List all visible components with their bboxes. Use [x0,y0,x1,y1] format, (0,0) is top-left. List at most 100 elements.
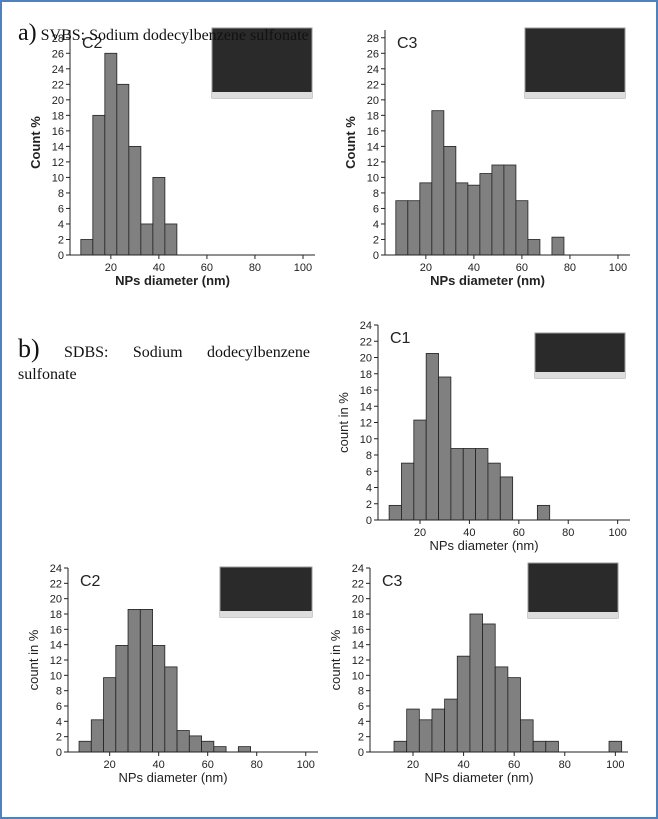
x-tick-label: 40 [153,759,165,771]
y-tick-label: 4 [373,219,379,231]
bar [479,173,493,256]
inset-scalebar [220,611,312,617]
bar [237,746,251,753]
y-tick-label: 8 [373,188,379,200]
inset-scalebar [528,612,618,618]
bar [388,504,402,521]
y-tick-label: 14 [50,640,62,652]
x-tick-label: 20 [104,759,116,771]
y-tick-label: 18 [360,369,372,381]
x-axis-title: NPs diameter (nm) [424,770,533,785]
y-tick-label: 16 [367,126,379,138]
y-tick-label: 0 [58,250,64,262]
bar [164,666,178,753]
y-tick-label: 22 [360,336,372,348]
y-tick-label: 12 [367,157,379,169]
y-tick-label: 4 [358,716,364,728]
bar [395,200,409,256]
y-tick-label: 24 [52,64,64,76]
y-tick-label: 24 [352,563,364,575]
bar [536,504,551,521]
bar [503,164,517,256]
inset-scalebar [525,92,625,98]
bar [456,655,471,753]
bar [78,740,92,753]
bar [176,730,190,753]
y-tick-label: 22 [52,79,64,91]
x-tick-label: 20 [420,262,432,274]
inset-scalebar [535,372,625,378]
bar [431,110,445,256]
bar [80,239,94,256]
x-tick-label: 100 [609,262,627,274]
bar [90,719,104,753]
x-axis-title: NPs diameter (nm) [430,273,545,288]
x-tick-label: 60 [513,527,525,539]
bar [127,609,141,753]
y-tick-label: 18 [50,609,62,621]
panel-label: C3 [382,573,403,590]
bar [425,353,439,521]
y-tick-label: 16 [52,126,64,138]
y-tick-label: 2 [373,234,379,246]
y-tick-label: 8 [358,686,364,698]
x-tick-label: 60 [508,759,520,771]
bar [469,613,483,753]
bar [104,52,118,256]
bar [128,145,142,256]
bar [152,177,166,256]
x-tick-label: 40 [153,262,165,274]
y-tick-label: 12 [50,655,62,667]
x-tick-label: 100 [294,262,312,274]
panel-label: C2 [82,35,103,52]
bar [201,740,215,753]
y-tick-label: 14 [367,141,379,153]
y-tick-label: 26 [367,48,379,60]
bar [407,200,421,256]
y-tick-label: 14 [360,401,372,413]
y-tick-label: 8 [56,686,62,698]
y-tick-label: 16 [352,624,364,636]
bar [507,677,521,753]
y-tick-label: 6 [58,203,64,215]
x-tick-label: 20 [105,262,117,274]
x-tick-label: 60 [516,262,528,274]
y-tick-label: 0 [358,747,364,759]
bar [515,200,529,256]
caption-a: a) SVBS: Sodium dodecylbenzene sulfonate [18,20,309,47]
x-tick-label: 40 [463,527,475,539]
y-tick-label: 20 [50,594,62,606]
bar [431,708,446,753]
y-tick-label: 20 [367,95,379,107]
x-tick-label: 60 [201,262,213,274]
x-tick-label: 40 [468,262,480,274]
y-tick-label: 24 [360,320,372,332]
bar [152,645,166,753]
x-tick-label: 80 [559,759,571,771]
y-tick-label: 10 [52,172,64,184]
bar [188,735,202,753]
x-tick-label: 20 [414,527,426,539]
bar [393,740,408,753]
bar [487,462,501,521]
y-tick-label: 22 [50,578,62,590]
panel-label: C1 [390,330,411,347]
bar [494,666,509,753]
bar [608,740,623,753]
y-tick-label: 10 [367,172,379,184]
caption-b: b) SDBS: Sodium dodecylbenzene sulfonate [18,336,310,386]
x-tick-label: 100 [297,759,315,771]
inset-image [524,27,626,99]
x-tick-label: 80 [249,262,261,274]
bar [103,677,117,753]
y-tick-label: 20 [360,353,372,365]
bar [164,223,178,256]
y-tick-label: 10 [360,434,372,446]
caption-text: SVBS: Sodium dodecylbenzene sulfonate [40,27,309,44]
bar [92,114,106,256]
y-tick-label: 2 [358,732,364,744]
y-tick-label: 4 [58,219,64,231]
